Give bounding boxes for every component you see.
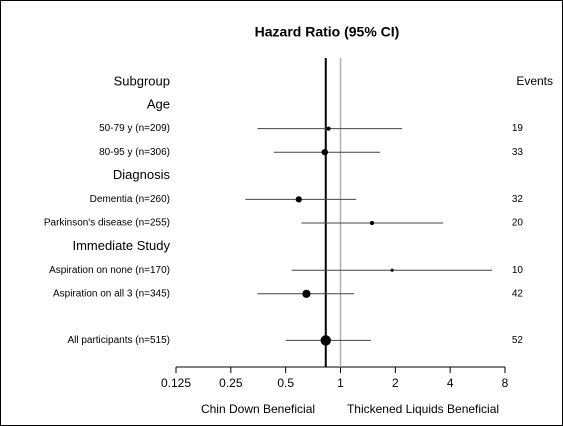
chart-title: Hazard Ratio (95% CI) (255, 24, 400, 40)
x-axis-label: Thickened Liquids Beneficial (347, 402, 499, 416)
estimate-marker (390, 268, 394, 272)
row-label: 50-79 y (n=209) (99, 123, 170, 134)
events-value: 10 (512, 265, 524, 276)
row-label: Aspiration on all 3 (n=345) (53, 288, 170, 299)
x-tick-label: 1 (337, 376, 344, 390)
x-tick-label: 0.25 (219, 376, 243, 390)
estimate-marker (326, 126, 331, 131)
estimate-marker (321, 148, 329, 156)
events-value: 19 (512, 123, 524, 134)
row-label: 80-95 y (n=306) (99, 147, 170, 158)
events-value: 52 (512, 335, 524, 346)
x-axis-label: Chin Down Beneficial (201, 402, 315, 416)
events-value: 20 (512, 218, 524, 229)
x-tick-label: 2 (392, 376, 399, 390)
events-value: 32 (512, 194, 524, 205)
events-value: 33 (512, 147, 524, 158)
x-tick-label: 8 (502, 376, 509, 390)
x-tick-label: 0.5 (277, 376, 294, 390)
group-label: Diagnosis (113, 167, 171, 182)
x-tick-label: 0.125 (161, 376, 191, 390)
estimate-marker (295, 196, 302, 203)
label-header: Subgroup (114, 73, 170, 88)
estimate-marker (369, 220, 375, 226)
row-label: Parkinson's disease (n=255) (44, 218, 170, 229)
estimate-marker (320, 335, 331, 346)
events-header: Events (516, 74, 553, 88)
x-tick-label: 4 (447, 376, 454, 390)
estimate-marker (302, 289, 311, 298)
events-value: 42 (512, 288, 524, 299)
row-label: Aspiration on none (n=170) (49, 265, 170, 276)
group-label: Immediate Study (72, 238, 170, 253)
group-label: Age (147, 96, 170, 111)
row-label: All participants (n=515) (67, 335, 170, 346)
row-label: Dementia (n=260) (90, 194, 170, 205)
